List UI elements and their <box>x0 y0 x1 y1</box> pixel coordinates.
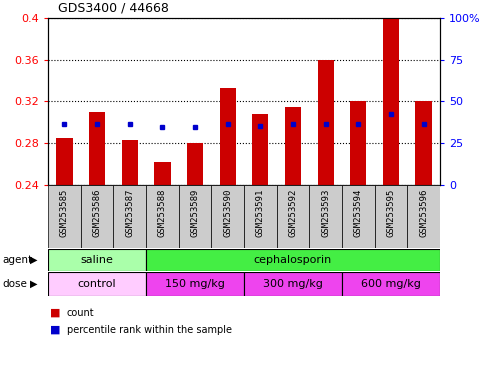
Text: GSM253588: GSM253588 <box>158 188 167 237</box>
Text: GSM253585: GSM253585 <box>60 188 69 237</box>
Text: ▶: ▶ <box>30 255 38 265</box>
Text: GDS3400 / 44668: GDS3400 / 44668 <box>58 1 169 14</box>
Bar <box>252 114 269 185</box>
Text: GSM253596: GSM253596 <box>419 188 428 237</box>
Text: GSM253594: GSM253594 <box>354 188 363 237</box>
Bar <box>415 101 432 185</box>
Bar <box>114 185 146 248</box>
Bar <box>122 140 138 185</box>
Text: 300 mg/kg: 300 mg/kg <box>263 279 323 289</box>
Text: percentile rank within the sample: percentile rank within the sample <box>67 325 232 335</box>
Text: control: control <box>78 279 116 289</box>
Text: saline: saline <box>81 255 114 265</box>
Bar <box>48 272 146 296</box>
Bar <box>383 18 399 185</box>
Text: GSM253595: GSM253595 <box>386 188 396 237</box>
Bar <box>285 107 301 185</box>
Bar <box>48 185 81 248</box>
Text: 150 mg/kg: 150 mg/kg <box>165 279 225 289</box>
Bar <box>375 185 407 248</box>
Bar <box>350 101 367 185</box>
Bar <box>187 143 203 185</box>
Text: GSM253589: GSM253589 <box>190 188 199 237</box>
Text: GSM253586: GSM253586 <box>93 188 101 237</box>
Bar <box>89 112 105 185</box>
Bar <box>342 185 375 248</box>
Text: agent: agent <box>2 255 32 265</box>
Bar <box>81 185 114 248</box>
Bar <box>244 272 342 296</box>
Text: GSM253592: GSM253592 <box>288 188 298 237</box>
Text: GSM253590: GSM253590 <box>223 188 232 237</box>
Text: dose: dose <box>2 279 28 289</box>
Bar <box>407 185 440 248</box>
Bar <box>146 249 440 271</box>
Text: ■: ■ <box>50 325 60 335</box>
Text: ▶: ▶ <box>30 279 38 289</box>
Text: ■: ■ <box>50 308 60 318</box>
Bar <box>179 185 212 248</box>
Bar <box>277 185 309 248</box>
Text: count: count <box>67 308 95 318</box>
Bar <box>244 185 277 248</box>
Text: GSM253593: GSM253593 <box>321 188 330 237</box>
Bar <box>342 272 440 296</box>
Text: GSM253587: GSM253587 <box>125 188 134 237</box>
Bar <box>48 249 146 271</box>
Bar <box>56 138 72 185</box>
Bar <box>219 88 236 185</box>
Bar <box>309 185 342 248</box>
Text: 600 mg/kg: 600 mg/kg <box>361 279 421 289</box>
Text: cephalosporin: cephalosporin <box>254 255 332 265</box>
Bar <box>146 185 179 248</box>
Bar <box>146 272 244 296</box>
Bar <box>212 185 244 248</box>
Text: GSM253591: GSM253591 <box>256 188 265 237</box>
Bar <box>154 162 170 185</box>
Bar <box>317 60 334 185</box>
